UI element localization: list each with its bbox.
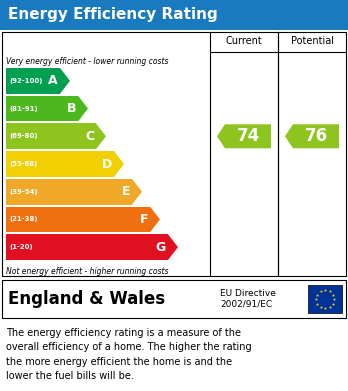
Text: (69-80): (69-80)	[9, 133, 38, 139]
Bar	[6, 68, 60, 94]
Text: (92-100): (92-100)	[9, 78, 42, 84]
Polygon shape	[60, 68, 70, 94]
Bar	[6, 179, 132, 204]
Text: Very energy efficient - lower running costs: Very energy efficient - lower running co…	[6, 57, 168, 66]
Text: (1-20): (1-20)	[9, 244, 33, 250]
Text: F: F	[140, 213, 148, 226]
Polygon shape	[150, 206, 160, 232]
Text: Current: Current	[226, 36, 262, 46]
Text: (55-68): (55-68)	[9, 161, 37, 167]
Bar	[6, 206, 150, 232]
Polygon shape	[96, 124, 106, 149]
Text: A: A	[48, 74, 58, 87]
Text: (39-54): (39-54)	[9, 189, 38, 195]
Polygon shape	[168, 234, 178, 260]
Text: Energy Efficiency Rating: Energy Efficiency Rating	[8, 7, 218, 23]
Polygon shape	[285, 124, 339, 148]
Text: 76: 76	[304, 127, 327, 145]
Text: E: E	[121, 185, 130, 198]
Text: (81-91): (81-91)	[9, 106, 38, 111]
Text: C: C	[85, 130, 94, 143]
Bar	[308, 285, 342, 313]
Polygon shape	[132, 179, 142, 204]
Text: The energy efficiency rating is a measure of the
overall efficiency of a home. T: The energy efficiency rating is a measur…	[6, 328, 252, 381]
Text: B: B	[66, 102, 76, 115]
Bar	[6, 234, 168, 260]
Bar	[0, 0, 348, 30]
Text: (21-38): (21-38)	[9, 217, 38, 222]
Text: EU Directive
2002/91/EC: EU Directive 2002/91/EC	[220, 289, 276, 309]
Text: Not energy efficient - higher running costs: Not energy efficient - higher running co…	[6, 267, 168, 276]
Polygon shape	[78, 96, 88, 122]
Bar	[6, 96, 78, 122]
Polygon shape	[114, 151, 124, 177]
Text: D: D	[102, 158, 112, 170]
Text: 74: 74	[236, 127, 260, 145]
Polygon shape	[217, 124, 271, 148]
Text: Potential: Potential	[291, 36, 333, 46]
Bar	[2, 280, 346, 318]
Text: G: G	[156, 240, 166, 254]
Text: England & Wales: England & Wales	[8, 290, 165, 308]
Bar	[2, 32, 346, 276]
Bar	[6, 151, 114, 177]
Bar	[6, 124, 96, 149]
